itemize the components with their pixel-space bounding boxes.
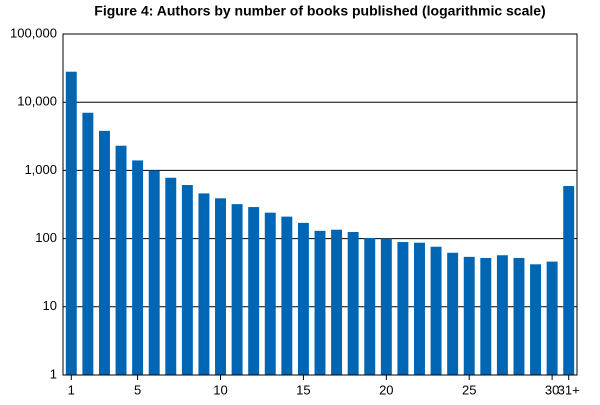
x-tick-label: 10 <box>213 382 227 397</box>
x-tick-label: 1 <box>68 382 75 397</box>
bar <box>132 160 144 375</box>
bar <box>430 246 442 375</box>
bar <box>165 177 177 375</box>
bar <box>198 193 210 375</box>
bar <box>181 185 193 375</box>
bar <box>563 186 575 375</box>
x-tick-label: 15 <box>296 382 310 397</box>
x-tick-label: 20 <box>379 382 393 397</box>
bar <box>264 212 276 375</box>
bar <box>480 257 492 375</box>
bar <box>115 145 127 375</box>
x-tick-label: 25 <box>462 382 476 397</box>
bar <box>513 257 525 375</box>
bar <box>231 204 243 375</box>
bar <box>380 238 392 375</box>
bar <box>281 216 293 375</box>
bar <box>65 71 77 375</box>
bar <box>331 229 343 375</box>
x-tick-label: 30 <box>545 382 559 397</box>
x-tick-label: 5 <box>134 382 141 397</box>
bar <box>397 242 409 375</box>
bar <box>297 222 309 375</box>
x-tick-label: 31+ <box>558 382 580 397</box>
bar <box>314 230 326 375</box>
bar <box>248 207 260 375</box>
plot-frame <box>62 33 578 376</box>
bar <box>414 242 425 375</box>
bar <box>530 264 542 375</box>
chart-title: Figure 4: Authors by number of books pub… <box>94 3 545 19</box>
bar <box>215 198 226 375</box>
y-tick-label: 10 <box>43 298 57 313</box>
bar <box>98 130 110 375</box>
bar <box>546 261 558 375</box>
y-tick-label: 1,000 <box>24 162 57 177</box>
bar <box>447 252 459 375</box>
y-tick-label: 100 <box>35 230 57 245</box>
bar <box>347 231 359 375</box>
bar <box>82 112 94 375</box>
y-tick-label: 10,000 <box>17 94 57 109</box>
y-tick-label: 1 <box>50 366 57 381</box>
y-tick-label: 100,000 <box>10 25 57 40</box>
bar <box>364 238 376 375</box>
bar <box>148 170 160 375</box>
bar <box>463 256 475 375</box>
bar <box>496 255 508 375</box>
